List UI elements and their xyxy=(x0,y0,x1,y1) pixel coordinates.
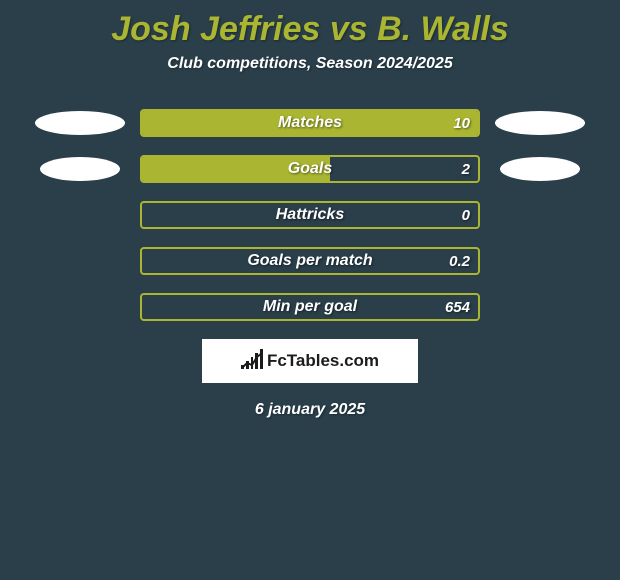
stat-label: Goals xyxy=(142,157,478,181)
left-player-slot xyxy=(20,157,140,181)
player-marker-icon xyxy=(500,157,580,181)
stat-value: 2 xyxy=(462,157,470,181)
date-label: 6 january 2025 xyxy=(0,401,620,419)
logo-text: FcTables.com xyxy=(267,351,379,371)
stat-row: Goals per match0.2 xyxy=(0,247,620,275)
right-player-slot xyxy=(480,157,600,181)
left-player-slot xyxy=(20,111,140,135)
stat-value: 0.2 xyxy=(449,249,470,273)
stat-bar: Hattricks0 xyxy=(140,201,480,229)
trend-line-icon xyxy=(241,351,263,371)
stat-value: 10 xyxy=(453,111,470,135)
bar-chart-icon xyxy=(241,351,263,371)
stat-bar: Goals2 xyxy=(140,155,480,183)
stat-row: Min per goal654 xyxy=(0,293,620,321)
stat-label: Goals per match xyxy=(142,249,478,273)
stat-row: Matches10 xyxy=(0,109,620,137)
stat-bar: Matches10 xyxy=(140,109,480,137)
fctables-logo: FcTables.com xyxy=(202,339,418,383)
stat-row: Hattricks0 xyxy=(0,201,620,229)
comparison-chart: Matches10 Goals2 Hattricks0 Goals per match… xyxy=(0,109,620,321)
stat-bar: Min per goal654 xyxy=(140,293,480,321)
stat-value: 654 xyxy=(445,295,470,319)
stat-bar: Goals per match0.2 xyxy=(140,247,480,275)
page-title: Josh Jeffries vs B. Walls xyxy=(0,0,620,49)
player-marker-icon xyxy=(40,157,120,181)
page-subtitle: Club competitions, Season 2024/2025 xyxy=(0,55,620,73)
right-player-slot xyxy=(480,111,600,135)
stat-row: Goals2 xyxy=(0,155,620,183)
player-marker-icon xyxy=(495,111,585,135)
player-marker-icon xyxy=(35,111,125,135)
stat-label: Min per goal xyxy=(142,295,478,319)
stat-label: Matches xyxy=(142,111,478,135)
stat-value: 0 xyxy=(462,203,470,227)
stat-label: Hattricks xyxy=(142,203,478,227)
